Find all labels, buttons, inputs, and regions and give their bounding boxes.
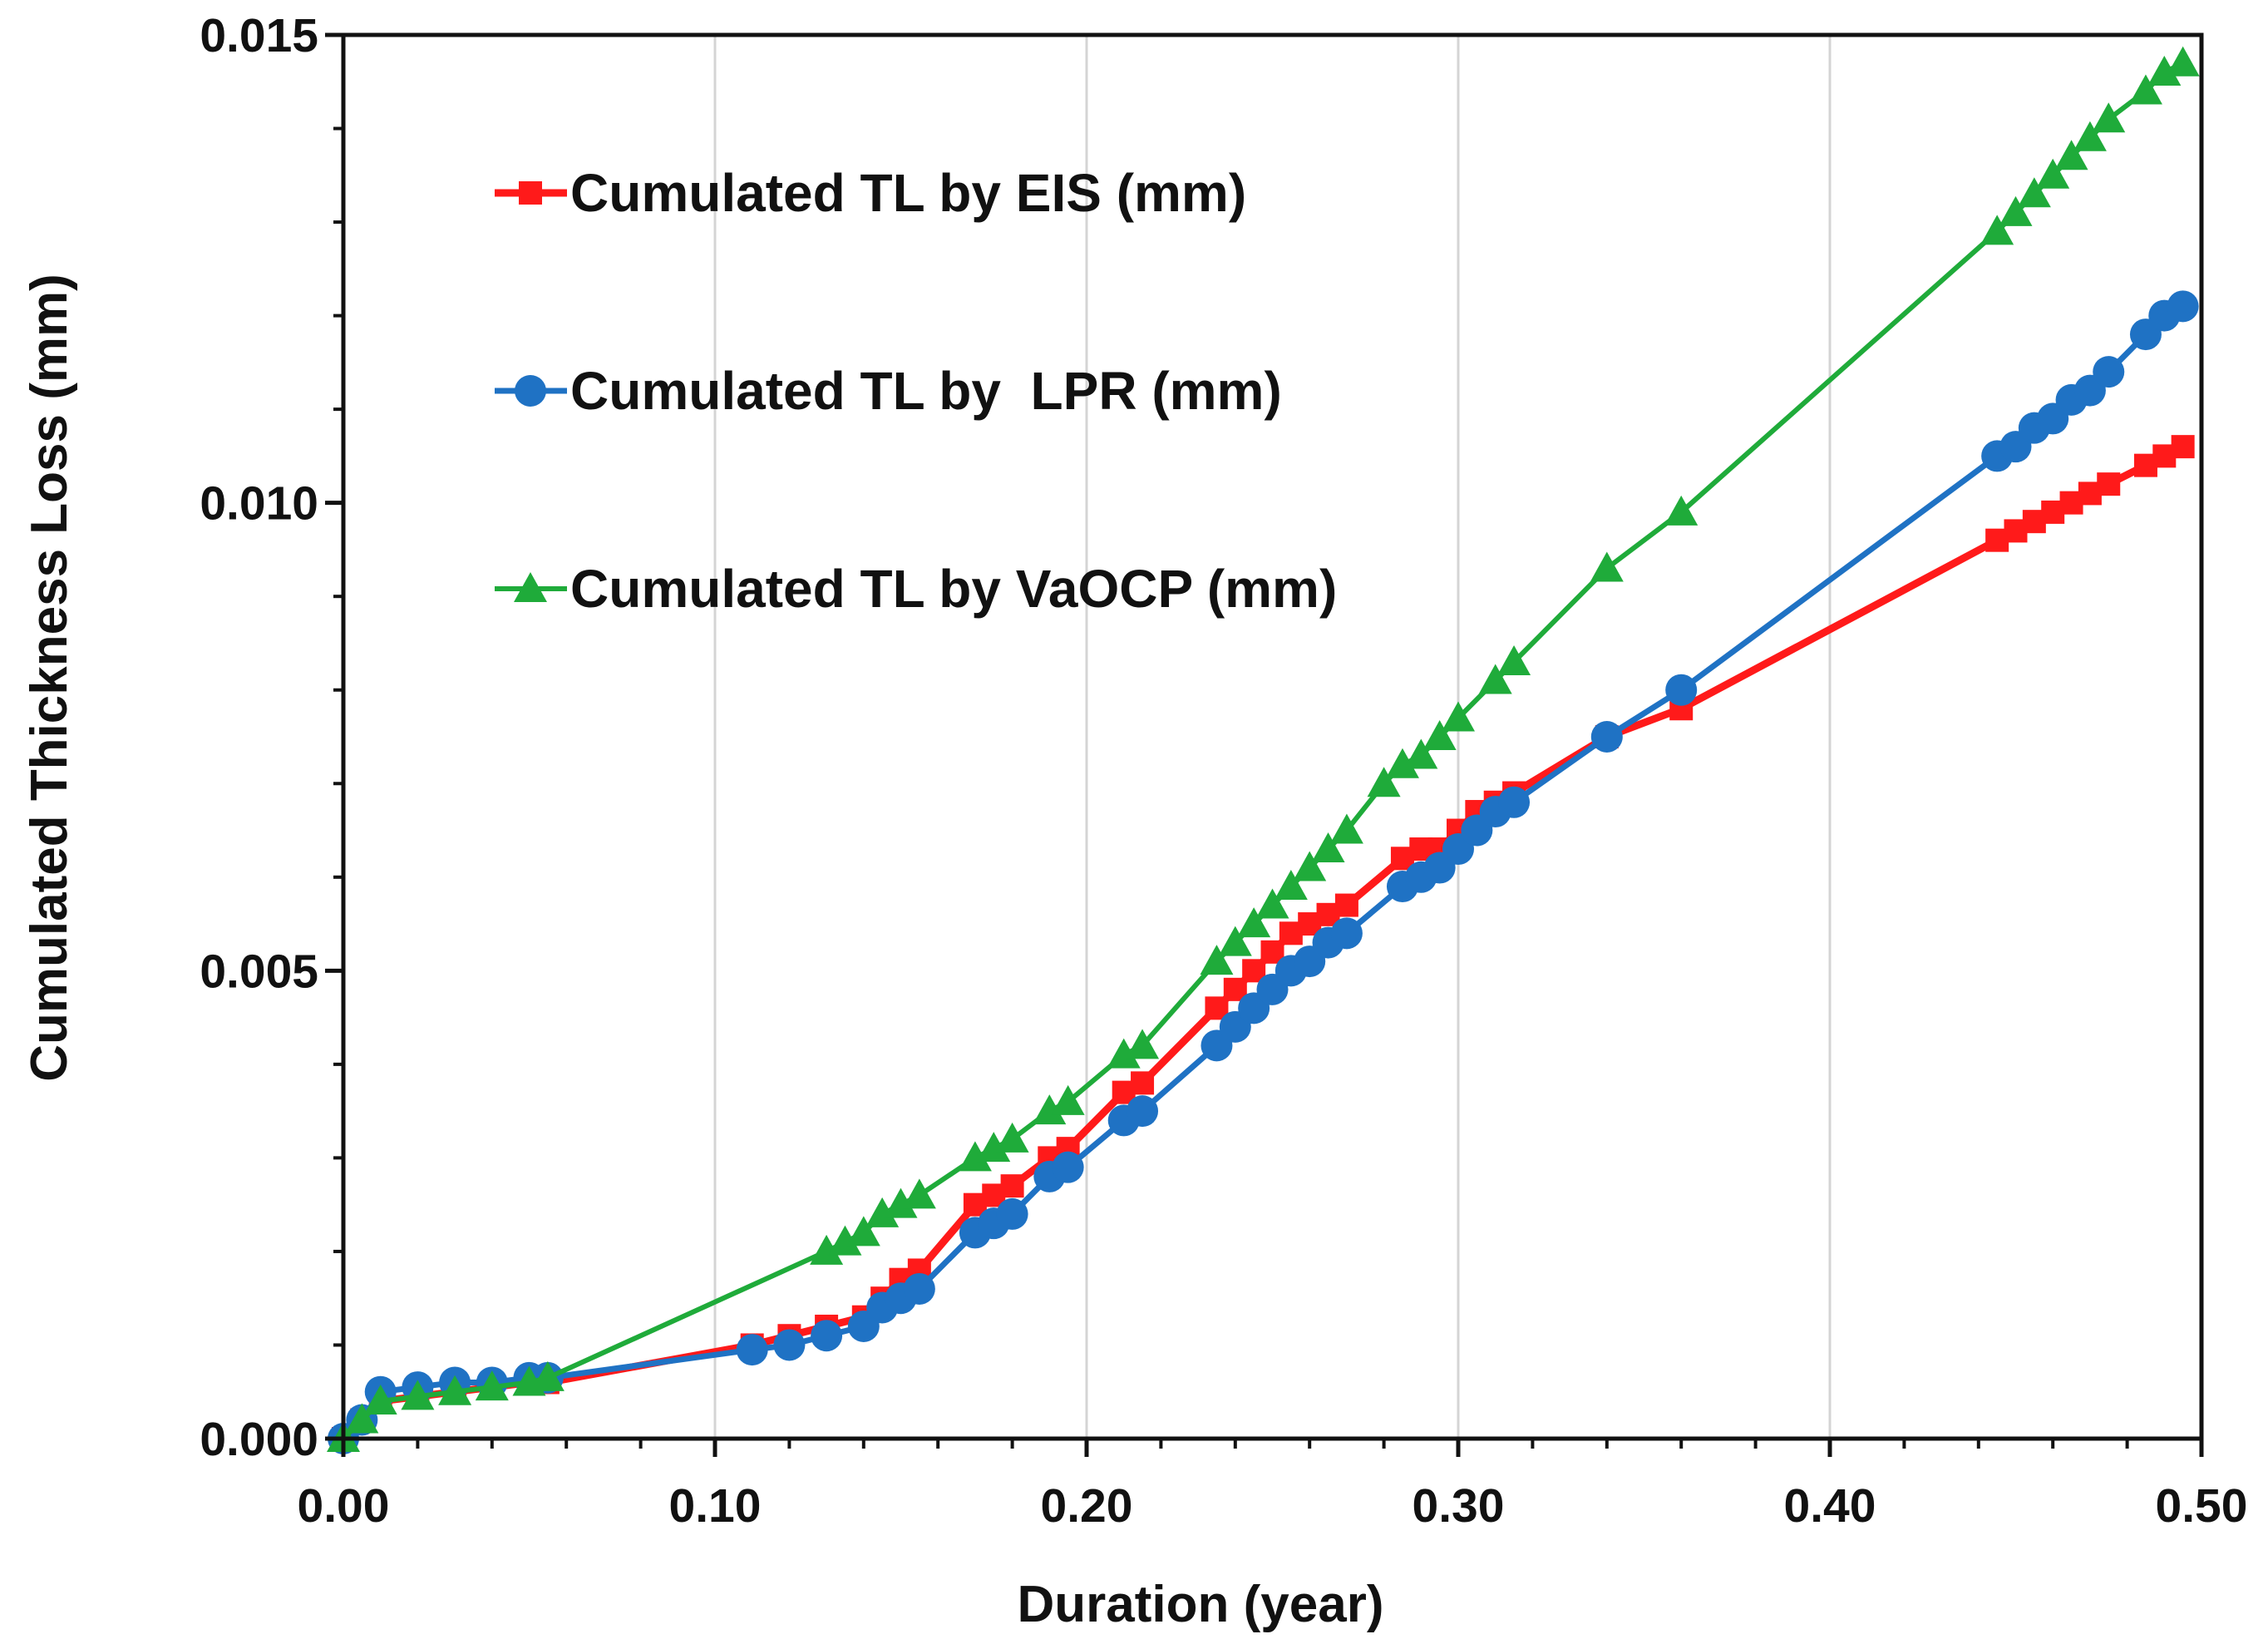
data-point-triangle: [1999, 195, 2033, 226]
legend: Cumulated TL by EIS (mm) Cumulated TL by …: [495, 163, 1337, 619]
data-point-triangle: [2017, 177, 2051, 208]
data-point-circle: [811, 1320, 843, 1352]
data-point-square: [2097, 472, 2121, 496]
legend-label: Cumulated TL by EIS (mm): [570, 163, 1246, 223]
legend-marker-triangle: [514, 572, 547, 602]
data-point-triangle: [1442, 701, 1475, 732]
legend-marker-square: [519, 181, 542, 205]
legend-label: Cumulated TL by LPR (mm): [570, 361, 1282, 421]
y-tick-label: 0.000: [200, 1413, 318, 1466]
legend-item-triangle: Cumulated TL by VaOCP (mm): [495, 559, 1337, 619]
data-point-triangle: [2054, 140, 2088, 170]
data-point-triangle: [530, 1360, 565, 1391]
data-point-square: [2171, 435, 2195, 459]
x-tick-label: 0.50: [2156, 1479, 2248, 1533]
data-point-triangle: [1293, 851, 1327, 881]
data-point-triangle: [1218, 926, 1252, 956]
data-point-triangle: [958, 1141, 992, 1172]
data-point-triangle: [345, 1403, 379, 1434]
data-point-triangle: [977, 1132, 1011, 1163]
y-axis-title: Cumulated Thickness Loss (mm): [21, 274, 78, 1082]
x-tick-label: 0.10: [669, 1479, 762, 1533]
x-tick-label: 0.20: [1041, 1479, 1133, 1533]
data-point-triangle: [475, 1370, 509, 1401]
data-point-triangle: [1311, 832, 1345, 863]
series-layer: [327, 46, 2200, 1454]
data-point-square: [1334, 893, 1358, 917]
data-point-triangle: [1329, 813, 1363, 844]
x-tick-label: 0.30: [1413, 1479, 1505, 1533]
data-point-triangle: [1497, 644, 1531, 675]
data-point-circle: [1330, 917, 1363, 950]
data-point-triangle: [828, 1225, 862, 1256]
data-point-triangle: [2128, 74, 2162, 105]
data-point-triangle: [2147, 56, 2182, 86]
data-point-circle: [2093, 356, 2125, 388]
series-circle: [328, 290, 2199, 1454]
data-point-triangle: [1385, 748, 1419, 778]
grid-layer: [713, 35, 1832, 1439]
axes-layer: 0.00 0.10 0.20 0.30 0.40 0.50 0.000 0.005 0.010 0…: [200, 9, 2247, 1533]
data-point-triangle: [1367, 767, 1401, 797]
data-point-circle: [2167, 290, 2199, 323]
x-axis-title: Duration (year): [1018, 1576, 1384, 1633]
y-tick-label: 0.005: [200, 945, 318, 998]
data-point-square: [1000, 1174, 1024, 1198]
y-tick-label: 0.015: [200, 9, 318, 62]
data-point-triangle: [1590, 551, 1624, 582]
data-point-triangle: [1274, 870, 1308, 901]
data-point-triangle: [1033, 1094, 1067, 1125]
legend-label: Cumulated TL by VaOCP (mm): [570, 559, 1337, 619]
data-point-triangle: [2036, 158, 2070, 189]
data-point-triangle: [865, 1197, 900, 1227]
data-point-circle: [1498, 786, 1531, 818]
data-point-triangle: [401, 1380, 435, 1410]
plot-frame: [341, 32, 2204, 1441]
data-point-triangle: [1478, 664, 1512, 694]
data-point-circle: [773, 1329, 806, 1361]
data-point-circle: [1127, 1095, 1159, 1128]
data-point-triangle: [2073, 121, 2107, 151]
data-point-triangle: [810, 1234, 844, 1265]
data-point-triangle: [1237, 907, 1271, 938]
series-triangle: [327, 46, 2200, 1452]
data-point-square: [1131, 1071, 1155, 1095]
data-point-triangle: [363, 1384, 397, 1414]
data-point-triangle: [2166, 46, 2200, 77]
legend-item-circle: Cumulated TL by LPR (mm): [495, 361, 1282, 421]
data-point-triangle: [1126, 1029, 1160, 1059]
y-tick-label: 0.010: [200, 477, 318, 531]
data-point-triangle: [1051, 1084, 1085, 1115]
data-point-circle: [1052, 1151, 1084, 1183]
x-tick-label: 0.00: [298, 1479, 390, 1533]
data-point-circle: [736, 1334, 768, 1366]
data-point-circle: [996, 1197, 1028, 1230]
data-point-triangle: [2092, 102, 2126, 133]
legend-item-square: Cumulated TL by EIS (mm): [495, 163, 1246, 223]
data-point-circle: [1665, 674, 1698, 706]
data-point-triangle: [1980, 215, 2014, 245]
data-point-circle: [903, 1272, 935, 1305]
data-point-circle: [1590, 721, 1623, 753]
data-point-triangle: [1200, 945, 1234, 975]
data-point-triangle: [1664, 495, 1699, 526]
data-point-triangle: [1422, 720, 1457, 750]
data-point-triangle: [1255, 888, 1289, 919]
data-point-triangle: [438, 1375, 472, 1405]
legend-marker-circle: [515, 375, 546, 407]
data-point-triangle: [1404, 738, 1438, 769]
data-point-triangle: [884, 1187, 918, 1218]
data-point-triangle: [995, 1122, 1029, 1153]
data-point-triangle: [902, 1178, 936, 1209]
data-point-triangle: [846, 1216, 880, 1247]
data-point-triangle: [1107, 1038, 1141, 1069]
x-tick-label: 0.40: [1784, 1479, 1876, 1533]
